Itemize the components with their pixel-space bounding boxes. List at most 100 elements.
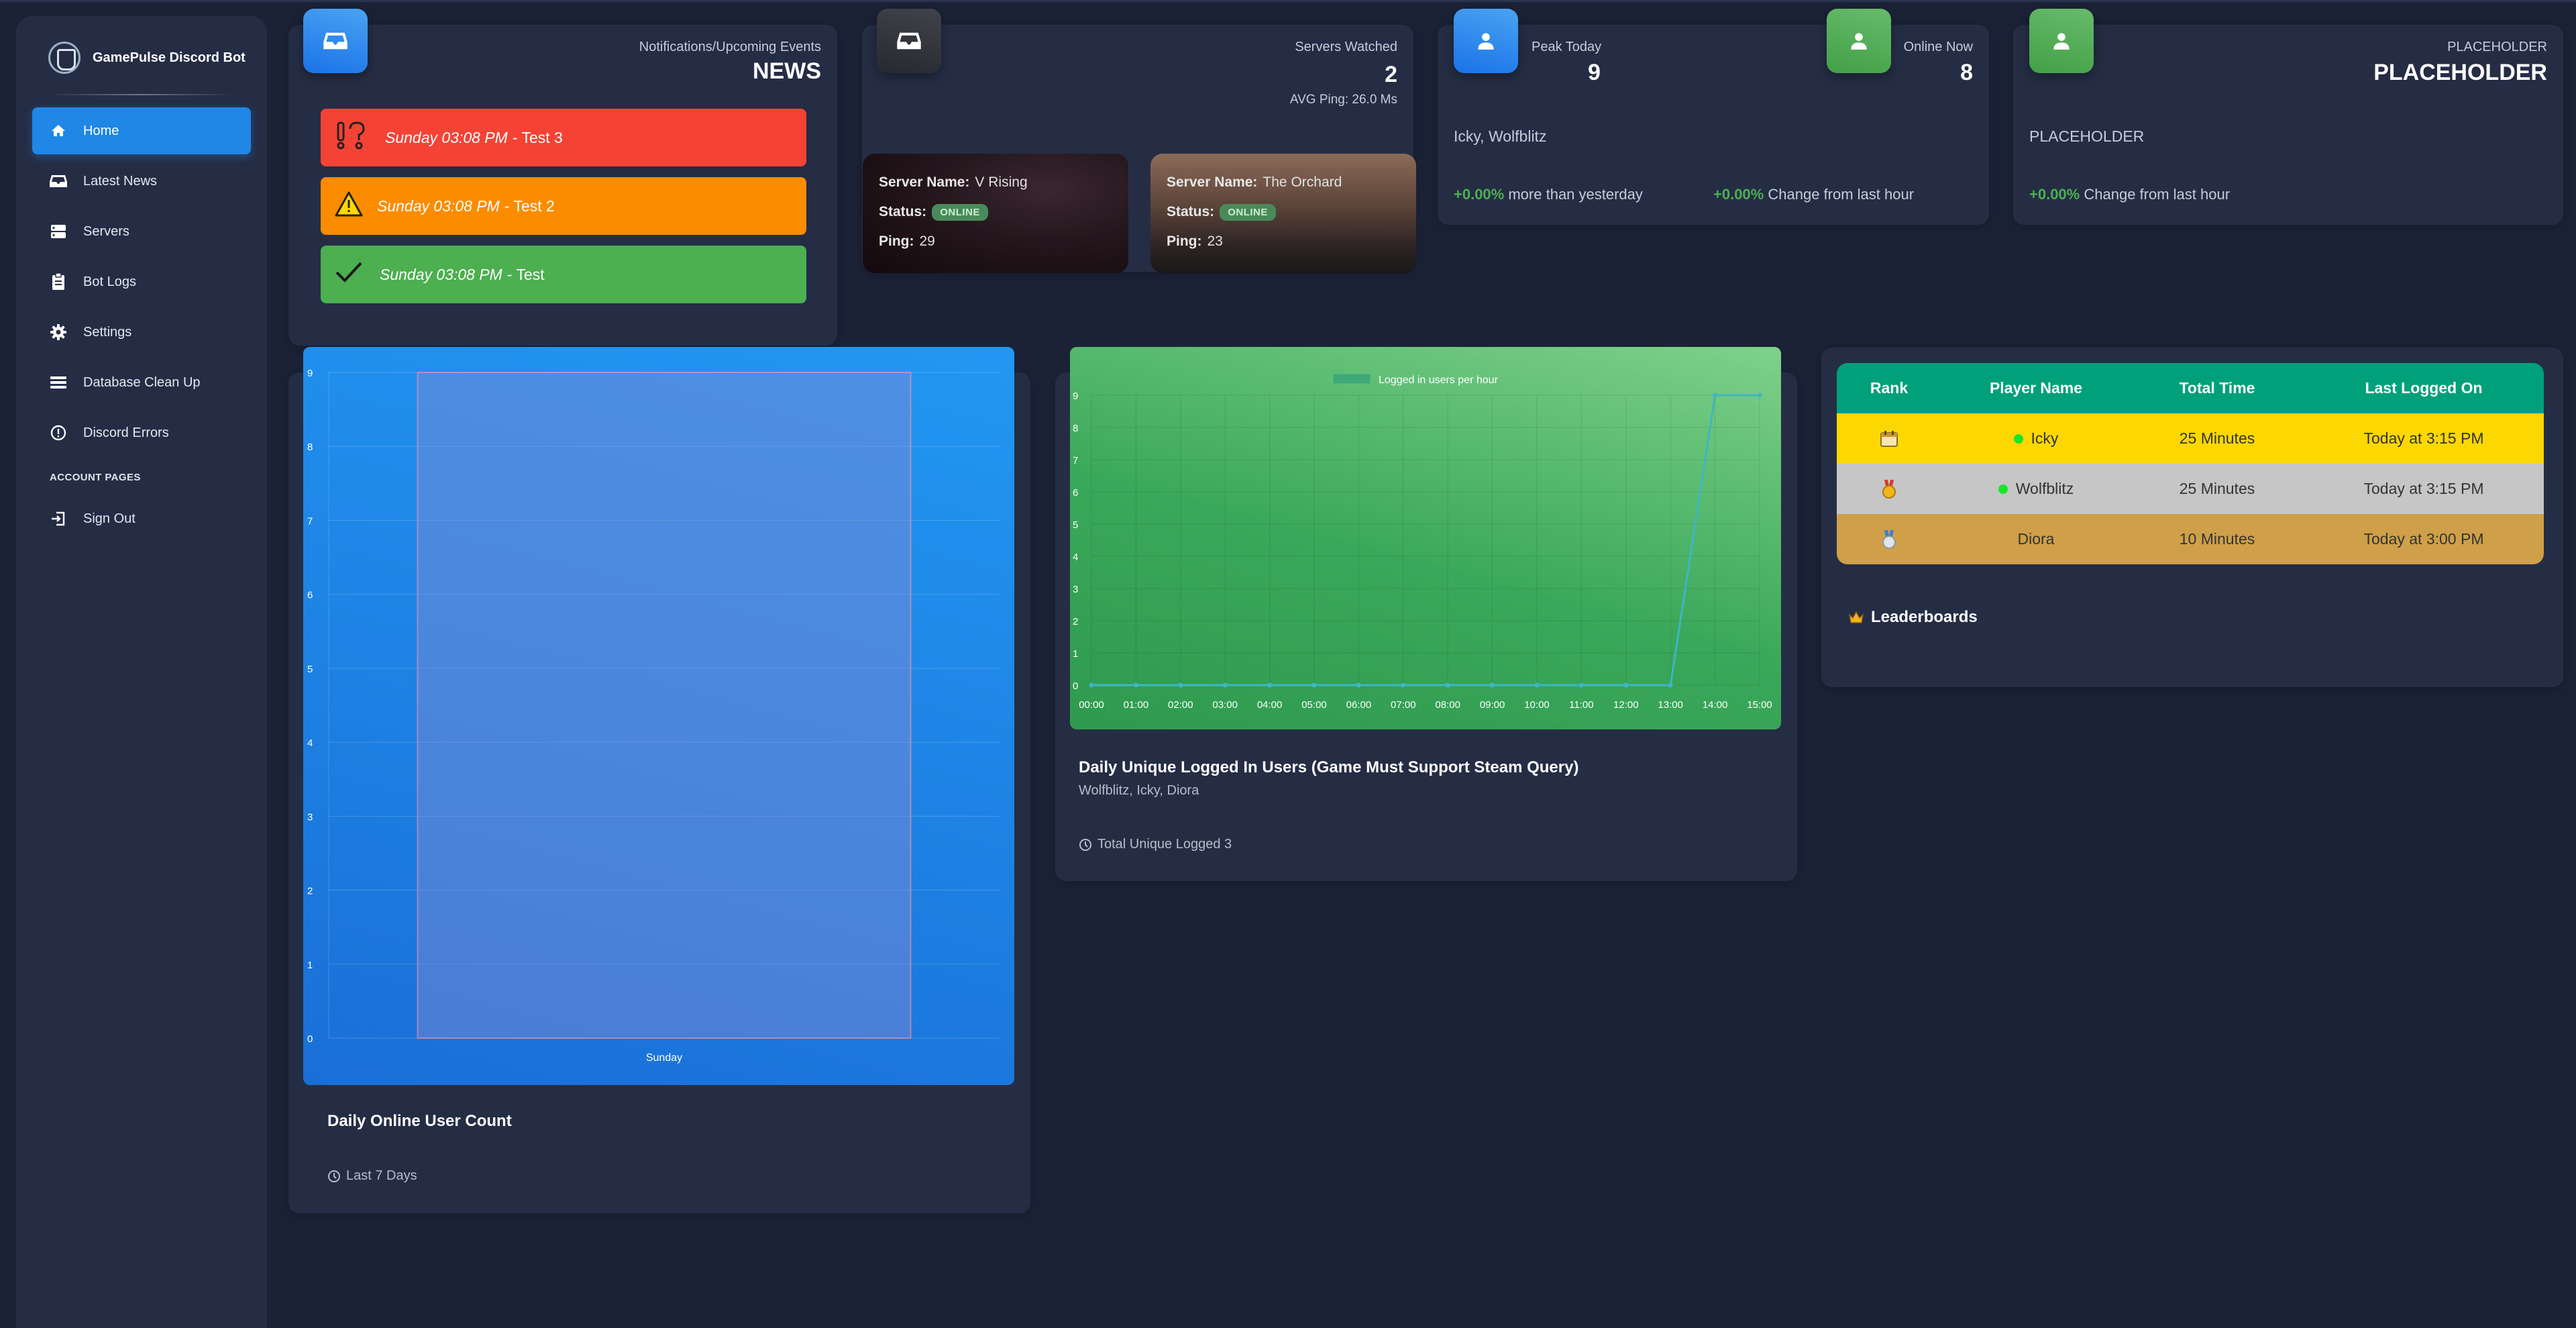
y-tick-label: 1 <box>307 960 313 971</box>
data-point <box>1178 682 1183 688</box>
column-header[interactable]: Last Logged On <box>2365 379 2483 397</box>
user-icon <box>2029 9 2094 73</box>
y-tick-label: 0 <box>307 1033 313 1045</box>
news-title: NEWS <box>753 58 821 84</box>
table-row[interactable]: Icky 25 Minutes Today at 3:15 PM <box>1837 413 2544 464</box>
alert-title: - Test 2 <box>504 197 555 215</box>
column-header[interactable]: Player Name <box>1989 379 2083 397</box>
y-tick-label: 9 <box>307 368 313 379</box>
sidebar-item-home[interactable]: Home <box>32 107 251 154</box>
sidebar-item-discord-errors[interactable]: Discord Errors <box>32 409 251 456</box>
alert-time: Sunday 03:08 PM <box>380 265 502 283</box>
data-point <box>1445 682 1450 688</box>
player-name-cell: Wolfblitz <box>1941 480 2131 498</box>
clock-icon <box>328 1170 340 1182</box>
news-alert[interactable]: Sunday 03:08 PM - Test 2 <box>321 177 806 235</box>
data-point <box>1668 682 1673 688</box>
online-now-label: Online Now <box>1903 40 1973 54</box>
server-card-v-rising[interactable]: Server Name: V Rising Status: ONLINE Ping:… <box>863 154 1128 273</box>
column-header[interactable]: Total Time <box>2179 379 2255 397</box>
chart-footer-text: Total Unique Logged 3 <box>1097 837 1232 852</box>
sidebar-item-settings[interactable]: Settings <box>32 309 251 356</box>
peak-today-label: Peak Today <box>1532 40 1602 54</box>
online-player-names: Icky, Wolfblitz <box>1454 127 1547 145</box>
sidebar-item-bot-logs[interactable]: Bot Logs <box>32 258 251 305</box>
brand[interactable]: GamePulse Discord Bot <box>48 42 246 74</box>
data-point <box>1757 393 1762 398</box>
y-tick-label: 1 <box>1073 648 1078 660</box>
news-alert[interactable]: Sunday 03:08 PM - Test <box>321 246 806 303</box>
x-tick-label: 06:00 <box>1346 699 1372 711</box>
data-point <box>1267 682 1273 688</box>
sidebar-item-label: Bot Logs <box>83 274 136 289</box>
data-point <box>1089 682 1094 688</box>
column-header[interactable]: Rank <box>1870 379 1909 397</box>
sidebar-item-label: Servers <box>83 223 129 239</box>
inbox-icon <box>50 172 67 190</box>
bar <box>417 372 912 1039</box>
placeholder-title: PLACEHOLDER <box>2373 60 2547 85</box>
daily-online-card: 0 1 2 3 4 5 6 7 8 9 Sunday Daily Online User Count… <box>288 347 1030 1213</box>
x-tick-label: 09:00 <box>1480 699 1505 711</box>
server-card-the-orchard[interactable]: Server Name: The Orchard Status: ONLINE Pi… <box>1150 154 1416 273</box>
sidebar-nav: Home Latest News Servers Bot Logs Settin… <box>32 107 251 546</box>
server-name: V Rising <box>975 174 1028 190</box>
placeholder-change-text: Change from last hour <box>2084 186 2231 203</box>
y-tick-label: 7 <box>307 515 313 527</box>
last-logged-on: Today at 3:15 PM <box>2363 429 2484 447</box>
x-tick-label: 04:00 <box>1257 699 1283 711</box>
servers-card: Servers Watched 2 AVG Ping: 26.0 Ms Serv… <box>862 9 1416 273</box>
y-tick-label: 7 <box>1073 455 1078 466</box>
inbox-icon <box>303 9 368 73</box>
peak-today-value: 9 <box>1588 60 1601 85</box>
y-tick-label: 8 <box>307 442 313 453</box>
gear-icon <box>50 323 67 341</box>
data-point <box>1623 682 1629 688</box>
y-tick-label: 3 <box>307 811 313 823</box>
top-border <box>0 0 2576 2</box>
user-icon <box>1454 9 1518 73</box>
y-tick-label: 3 <box>1073 584 1078 595</box>
data-point <box>1490 682 1495 688</box>
placeholder-card: PLACEHOLDER PLACEHOLDER PLACEHOLDER +0.0… <box>2013 9 2563 225</box>
hourly-logged-card: 0 1 2 3 4 5 6 7 8 9 00:00 01:00 02:00 03:00 04:00 05:00… <box>1055 347 1797 881</box>
x-tick-label: 15:00 <box>1747 699 1772 711</box>
x-tick-label: 07:00 <box>1391 699 1416 711</box>
data-point <box>1578 682 1584 688</box>
y-tick-label: 4 <box>1073 552 1078 563</box>
players-card: Peak Today 9 Online Now 8 Icky, Wolfblit… <box>1438 9 1989 225</box>
sidebar-item-label: Settings <box>83 324 132 340</box>
data-point <box>1133 682 1138 688</box>
bar-chart-svg: 0 1 2 3 4 5 6 7 8 9 Sunday <box>307 368 1000 1064</box>
sidebar-item-latest-news[interactable]: Latest News <box>32 158 251 205</box>
table-row[interactable]: Diora 10 Minutes Today at 3:00 PM <box>1837 514 2544 564</box>
news-label: Notifications/Upcoming Events <box>639 40 821 54</box>
player-name: Diora <box>2017 530 2055 548</box>
crown-icon <box>1848 611 1864 623</box>
x-tick-label: 14:00 <box>1703 699 1728 711</box>
sidebar-item-label: Database Clean Up <box>83 374 201 390</box>
sidebar-item-servers[interactable]: Servers <box>32 208 251 255</box>
calendar-icon <box>1837 430 1941 448</box>
gold-medal-icon <box>1837 479 1941 499</box>
sidebar-item-database-clean-up[interactable]: Database Clean Up <box>32 359 251 406</box>
data-point <box>1401 682 1406 688</box>
alert-title: - Test <box>506 265 545 283</box>
chart-footer: Last 7 Days <box>327 1168 417 1184</box>
sidebar-item-sign-out[interactable]: Sign Out <box>32 495 251 542</box>
clock-icon <box>1079 838 1091 851</box>
y-tick-label: 6 <box>307 590 313 601</box>
chart-title: Daily Unique Logged In Users (Game Must … <box>1079 758 1579 776</box>
bot-logo-icon <box>48 42 80 74</box>
servers-label: Servers Watched <box>1295 40 1397 54</box>
news-alert[interactable]: Sunday 03:08 PM - Test 3 <box>321 109 806 166</box>
line-chart-svg: 0 1 2 3 4 5 6 7 8 9 00:00 01:00 02:00 03:00 04:00 05:00… <box>1073 373 1772 711</box>
y-tick-label: 4 <box>307 737 313 749</box>
table-row[interactable]: Wolfblitz 25 Minutes Today at 3:15 PM <box>1837 464 2544 514</box>
series-line <box>1091 394 1760 686</box>
user-icon <box>1827 9 1891 73</box>
x-tick-label: 10:00 <box>1524 699 1550 711</box>
peak-change: +0.00% more than yesterday <box>1454 186 1643 203</box>
last-logged-on: Today at 3:00 PM <box>2363 530 2484 548</box>
y-tick-label: 2 <box>307 886 313 897</box>
